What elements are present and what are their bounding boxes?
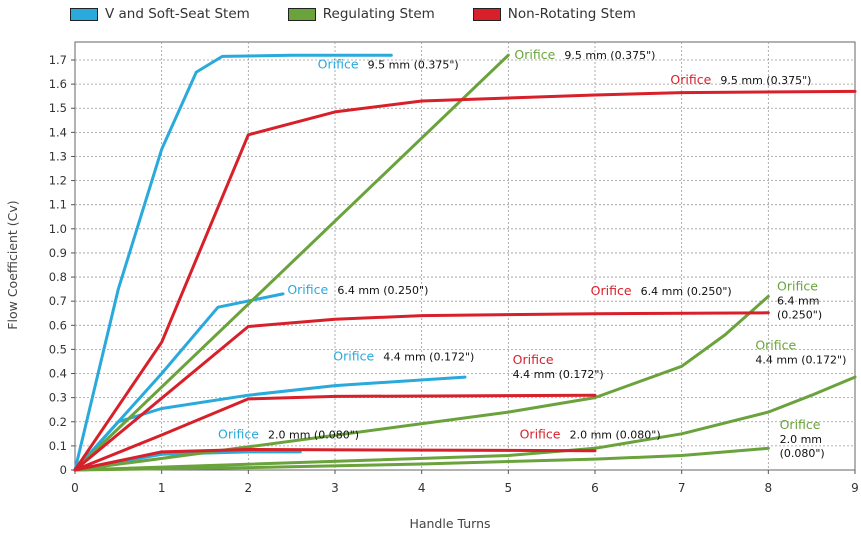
x-tick-label: 0 bbox=[71, 481, 79, 495]
annotation-label: Orifice bbox=[287, 282, 328, 297]
y-tick-label: 1.0 bbox=[49, 222, 67, 236]
x-tick-label: 7 bbox=[678, 481, 686, 495]
annotations: Orifice 9.5 mm (0.375") Orifice 9.5 mm (0.3… bbox=[218, 47, 846, 460]
y-tick-label: 1.3 bbox=[49, 149, 67, 163]
orifice-annotation: Orifice 2.0 mm (0.080") bbox=[218, 427, 359, 442]
annotation-label: Orifice bbox=[514, 47, 555, 62]
series-line bbox=[73, 446, 770, 472]
y-tick-label: 1.2 bbox=[49, 174, 67, 188]
annotation-size: 9.5 mm (0.375") bbox=[564, 49, 655, 62]
x-tick-label: 3 bbox=[331, 481, 339, 495]
series-line bbox=[73, 53, 393, 472]
annotation-label: Orifice bbox=[591, 283, 632, 298]
x-tick-label: 2 bbox=[245, 481, 253, 495]
legend-item-regulating: Regulating Stem bbox=[287, 6, 435, 22]
y-tick-label: 0.5 bbox=[49, 342, 67, 356]
orifice-annotation: Orifice 9.5 mm (0.375") bbox=[514, 47, 655, 62]
annotation-label: Orifice bbox=[513, 352, 554, 367]
plot-frame bbox=[74, 41, 856, 471]
series-line bbox=[73, 294, 770, 472]
legend-swatch bbox=[472, 7, 501, 21]
orifice-annotation: Orifice 6.4 mm (0.250") bbox=[287, 282, 428, 297]
y-tick-label: 1.6 bbox=[49, 77, 67, 91]
annotation-size-inches: (0.080") bbox=[780, 447, 825, 460]
annotation-size-inches: (0.250") bbox=[777, 308, 822, 321]
y-tick-label: 0.2 bbox=[49, 415, 67, 429]
series-line bbox=[73, 311, 770, 472]
annotation-label: Orifice bbox=[218, 427, 259, 442]
legend-swatch bbox=[287, 7, 316, 21]
annotation-size: 6.4 mm (0.250") bbox=[337, 284, 428, 297]
y-axis-label: Flow Coefficient (Cv) bbox=[5, 200, 20, 329]
y-tick-label: 0 bbox=[60, 463, 67, 477]
y-tick-label: 0.4 bbox=[49, 367, 67, 381]
annotation-label: Orifice bbox=[318, 56, 359, 71]
x-tick-label: 5 bbox=[505, 481, 513, 495]
axes: 0 0.1 0.2 0.3 0.4 0.5 0.6 0.7 0.8 0.9 1.0 1.1 1.2 1.3… bbox=[49, 53, 859, 495]
legend-swatch bbox=[70, 7, 98, 21]
y-tick-label: 1.4 bbox=[49, 125, 67, 139]
annotation-size: 6.4 mm (0.250") bbox=[641, 285, 732, 298]
grid-lines bbox=[74, 41, 856, 471]
x-tick-label: 8 bbox=[765, 481, 773, 495]
legend-label: V and Soft-Seat Stem bbox=[105, 6, 250, 22]
annotation-label: Orifice bbox=[780, 417, 821, 432]
y-tick-label: 0.1 bbox=[49, 439, 67, 453]
annotation-size: 4.4 mm (0.172") bbox=[513, 368, 604, 381]
annotation-label: Orifice bbox=[333, 348, 374, 363]
annotation-label: Orifice bbox=[520, 427, 561, 442]
orifice-annotation: Orifice 9.5 mm (0.375") bbox=[670, 72, 811, 87]
series-lines bbox=[73, 53, 857, 472]
annotation-size: 2.0 mm (0.080") bbox=[570, 429, 661, 442]
series-line bbox=[73, 375, 857, 472]
annotation-size: 6.4 mm bbox=[777, 294, 819, 307]
y-tick-label: 1.7 bbox=[49, 53, 67, 67]
y-tick-label: 1.1 bbox=[49, 198, 67, 212]
annotation-label: Orifice bbox=[755, 337, 796, 352]
y-tick-label: 0.6 bbox=[49, 318, 67, 332]
legend-label: Non-Rotating Stem bbox=[507, 6, 636, 22]
y-tick-label: 0.7 bbox=[49, 294, 67, 308]
series-line bbox=[73, 375, 467, 472]
chart-legend: V and Soft-Seat Stem Regulating Stem Non… bbox=[70, 6, 636, 22]
x-tick-label: 1 bbox=[158, 481, 166, 495]
annotation-size: 2.0 mm bbox=[780, 433, 822, 446]
annotation-size: 4.4 mm (0.172") bbox=[755, 353, 846, 366]
series-line bbox=[73, 448, 597, 472]
annotation-label: Orifice bbox=[670, 72, 711, 87]
orifice-annotation: Orifice 6.4 mm (0.250") bbox=[591, 283, 732, 298]
x-tick-label: 6 bbox=[591, 481, 599, 495]
annotation-size: 9.5 mm (0.375") bbox=[720, 74, 811, 87]
annotation-label: Orifice bbox=[777, 278, 818, 293]
legend-label: Regulating Stem bbox=[322, 6, 435, 22]
y-tick-label: 0.3 bbox=[49, 391, 67, 405]
y-tick-label: 1.5 bbox=[49, 101, 67, 115]
annotation-size: 4.4 mm (0.172") bbox=[383, 350, 474, 363]
series-line bbox=[73, 53, 510, 472]
x-tick-label: 9 bbox=[851, 481, 859, 495]
orifice-annotation: Orifice 2.0 mm (0.080") bbox=[520, 427, 661, 442]
x-axis-label: Handle Turns bbox=[409, 516, 490, 531]
orifice-annotation: Orifice 9.5 mm (0.375") bbox=[318, 56, 459, 71]
y-tick-label: 0.9 bbox=[49, 246, 67, 260]
annotation-size: 9.5 mm (0.375") bbox=[368, 58, 459, 71]
series-line bbox=[73, 89, 857, 472]
series-line bbox=[73, 393, 597, 472]
legend-item-v-soft-seat: V and Soft-Seat Stem bbox=[70, 6, 250, 22]
annotation-size: 2.0 mm (0.080") bbox=[268, 429, 359, 442]
orifice-annotation: Orifice 4.4 mm (0.172") bbox=[333, 348, 474, 363]
y-tick-label: 0.8 bbox=[49, 270, 67, 284]
x-tick-label: 4 bbox=[418, 481, 426, 495]
legend-item-non-rotating: Non-Rotating Stem bbox=[472, 6, 636, 22]
